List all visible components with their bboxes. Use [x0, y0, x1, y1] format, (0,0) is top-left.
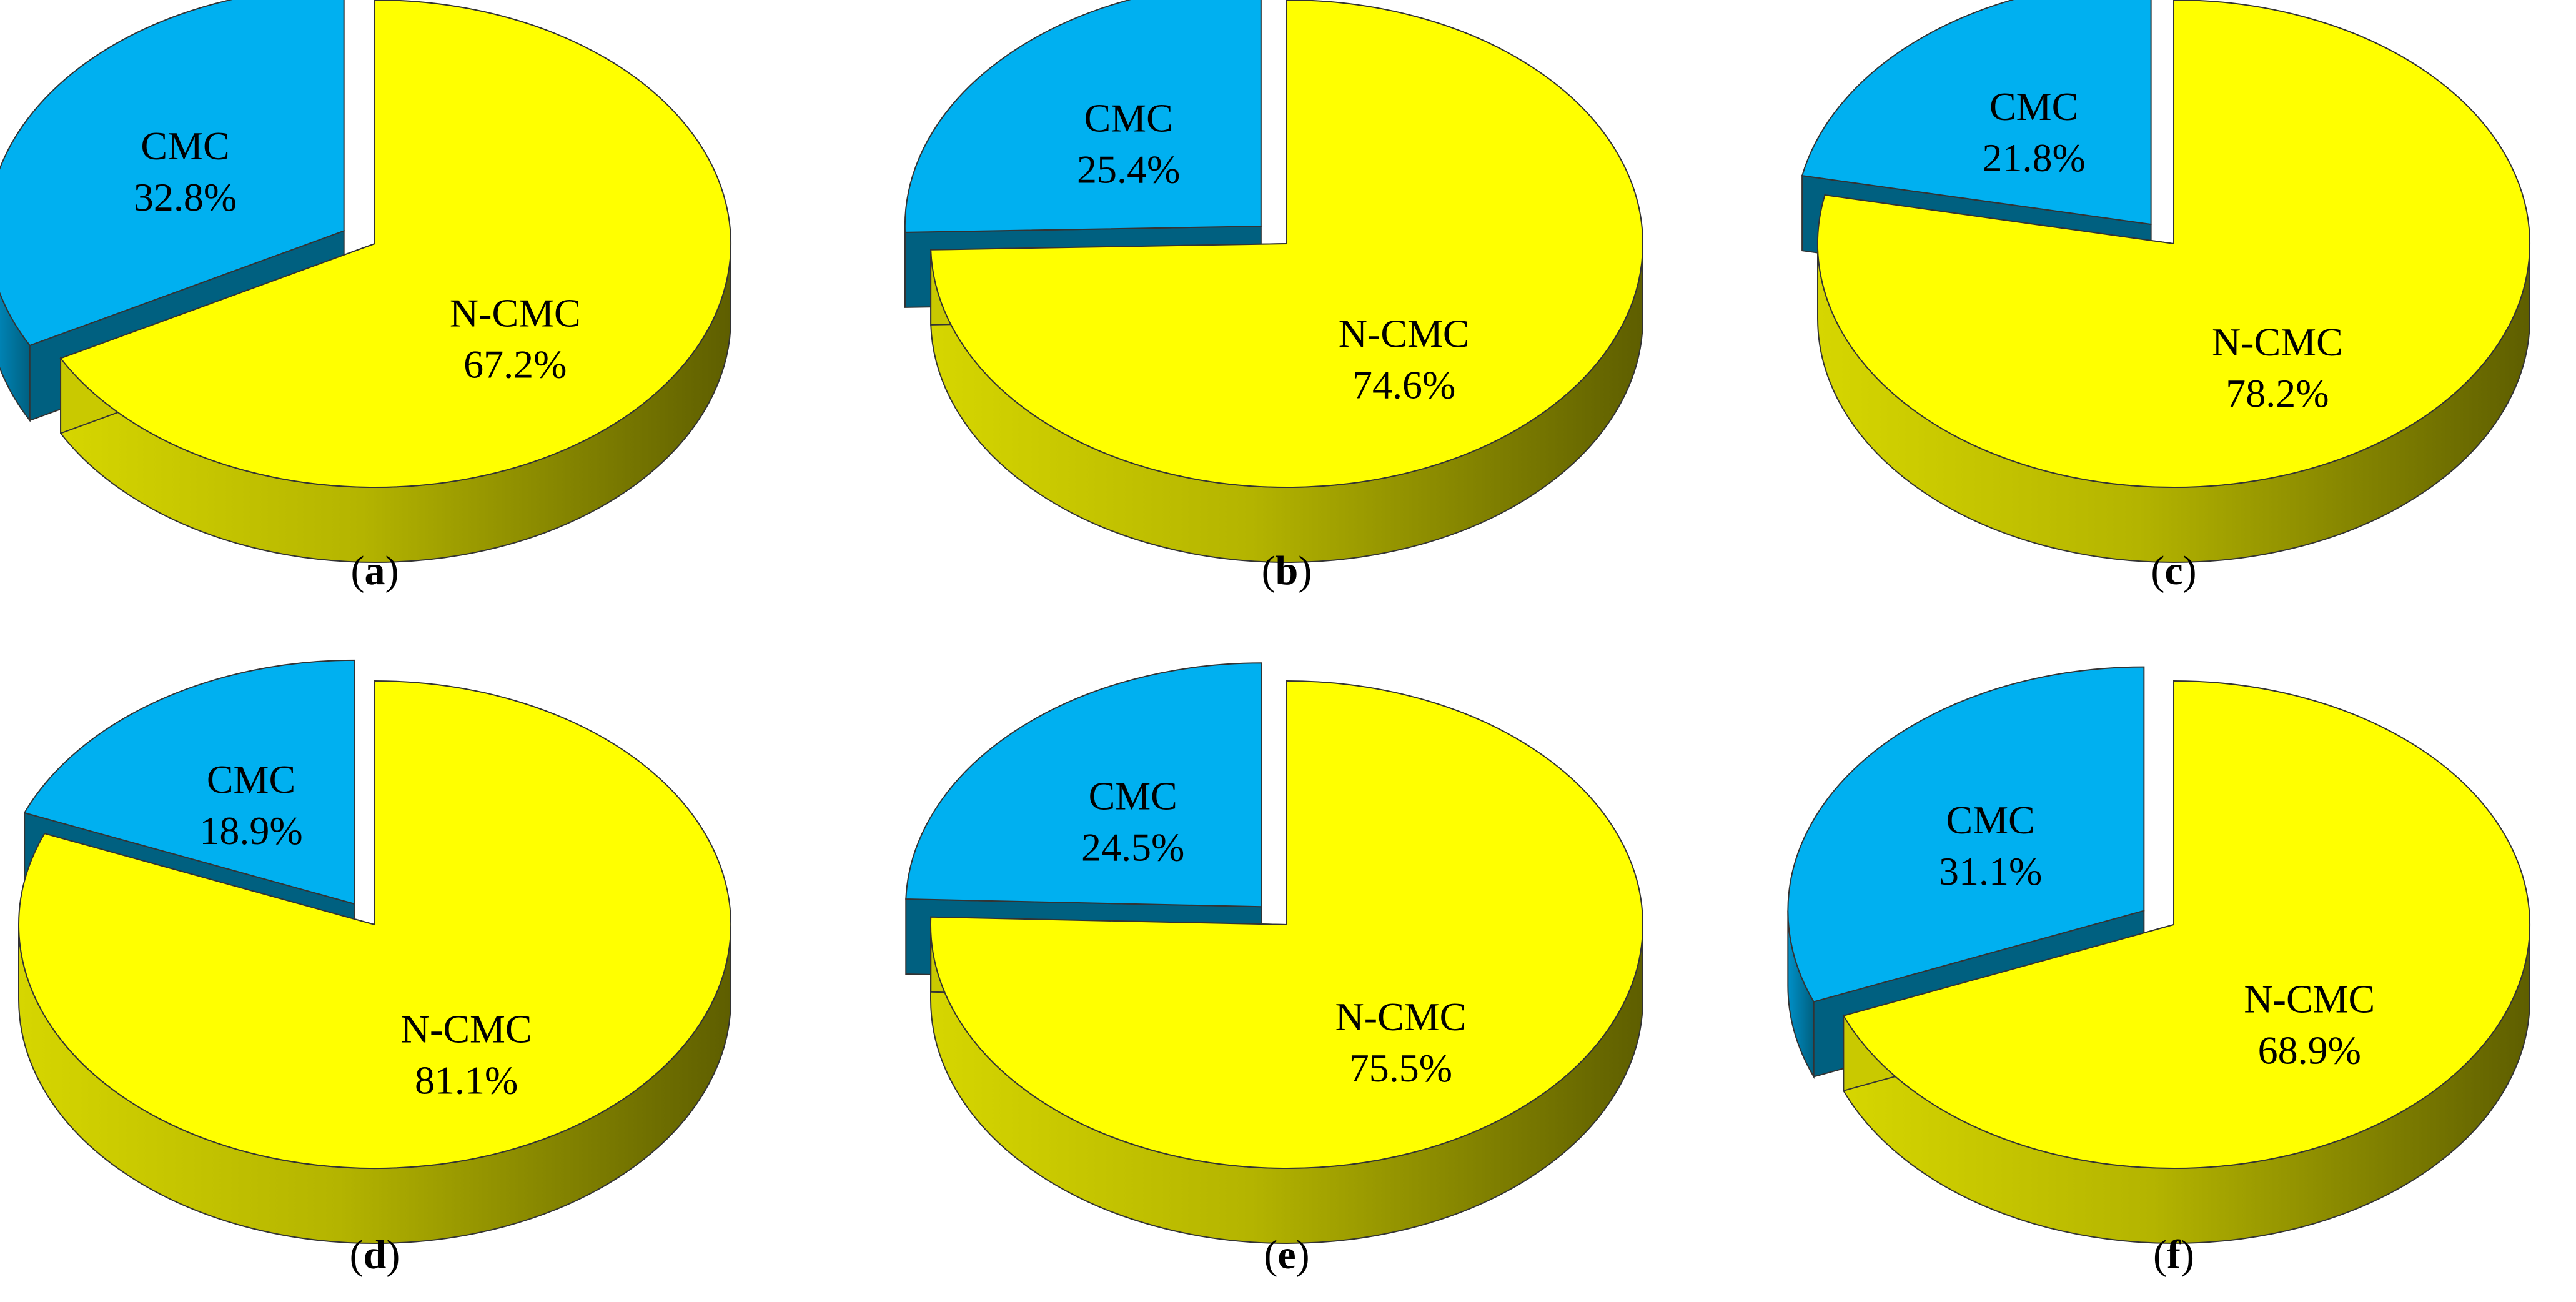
- cmc-value-label: 25.4%: [1077, 147, 1180, 191]
- ncmc-slice-top: [18, 680, 732, 1169]
- pie-panel-d: CMC 18.9% N-CMC 81.1% (d): [18, 659, 732, 1278]
- panel-caption: (a): [351, 548, 399, 594]
- pie-panel-b: CMC 25.4% N-CMC 74.6% (b): [904, 0, 1643, 594]
- ncmc-slice-top: [59, 0, 731, 488]
- cmc-name-label: CMC: [1946, 798, 2035, 842]
- panel-caption: (f): [2153, 1232, 2194, 1278]
- pie-panel-e: CMC 24.5% N-CMC 75.5% (e): [905, 662, 1643, 1278]
- pie-panel-f: CMC 31.1% N-CMC 68.9% (f): [1787, 666, 2530, 1278]
- cmc-value-label: 24.5%: [1081, 825, 1184, 870]
- cmc-name-label: CMC: [207, 757, 295, 802]
- panel-caption: (d): [350, 1232, 400, 1278]
- panel-caption: (b): [1262, 548, 1312, 594]
- ncmc-value-label: 78.2%: [2226, 371, 2329, 415]
- ncmc-name-label: N-CMC: [401, 1007, 532, 1051]
- ncmc-name-label: N-CMC: [2244, 976, 2375, 1021]
- cmc-slice-top: [23, 659, 355, 905]
- ncmc-value-label: 74.6%: [1352, 362, 1455, 407]
- ncmc-name-label: N-CMC: [450, 291, 581, 335]
- ncmc-value-label: 75.5%: [1349, 1046, 1452, 1090]
- ncmc-name-label: N-CMC: [1339, 311, 1470, 355]
- cmc-slice-top: [904, 0, 1262, 233]
- ncmc-slice-top: [930, 0, 1643, 488]
- panel-caption: (c): [2151, 548, 2196, 594]
- panel-letter: c: [2164, 548, 2182, 594]
- ncmc-value-label: 81.1%: [415, 1058, 518, 1103]
- pie-panel-a: CMC 32.8% N-CMC 67.2% (a): [0, 0, 731, 594]
- ncmc-name-label: N-CMC: [2212, 320, 2343, 364]
- panel-letter: d: [364, 1232, 387, 1278]
- cmc-value-label: 21.8%: [1982, 136, 2085, 180]
- panel-letter: e: [1277, 1232, 1295, 1278]
- panel-caption: (e): [1264, 1232, 1309, 1278]
- cmc-name-label: CMC: [1989, 84, 2078, 129]
- cmc-value-label: 31.1%: [1939, 849, 2042, 893]
- cmc-value-label: 18.9%: [199, 808, 302, 853]
- cmc-slice-top: [0, 0, 345, 347]
- panel-letter: f: [2167, 1232, 2181, 1278]
- ncmc-slice-top: [930, 680, 1643, 1169]
- ncmc-name-label: N-CMC: [1335, 995, 1467, 1039]
- cmc-name-label: CMC: [1084, 96, 1172, 140]
- cmc-slice-top: [1801, 0, 2152, 226]
- cmc-name-label: CMC: [141, 124, 229, 168]
- ncmc-slice-top: [1842, 680, 2530, 1169]
- ncmc-value-label: 68.9%: [2258, 1028, 2361, 1072]
- cmc-name-label: CMC: [1089, 774, 1177, 818]
- pie-panel-c: CMC 21.8% N-CMC 78.2% (c): [1801, 0, 2530, 594]
- ncmc-slice-top: [1817, 0, 2530, 488]
- cmc-value-label: 32.8%: [134, 175, 237, 219]
- cmc-slice-top: [1787, 666, 2145, 1003]
- ncmc-value-label: 67.2%: [463, 342, 567, 386]
- cmc-slice-top: [905, 662, 1262, 908]
- panel-letter: a: [365, 548, 385, 594]
- panel-letter: b: [1276, 548, 1299, 594]
